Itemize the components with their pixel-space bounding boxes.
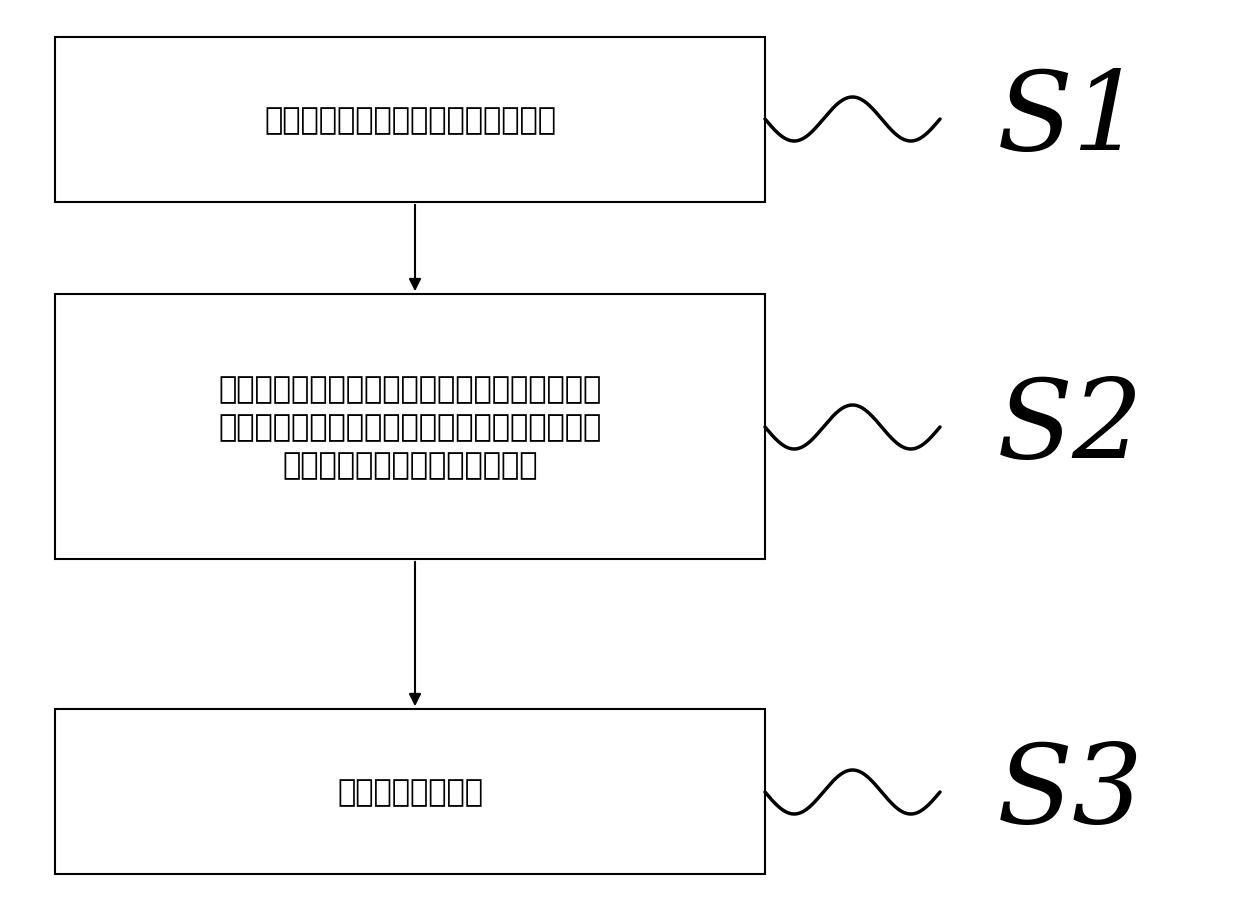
Bar — [55, 38, 765, 203]
Bar — [55, 710, 765, 874]
Bar — [55, 294, 765, 559]
Text: 执行所述除霜命令: 执行所述除霜命令 — [337, 777, 484, 806]
Text: 获取实测环境温度和实测换热管温度: 获取实测环境温度和实测换热管温度 — [264, 106, 556, 135]
Text: 否同时符合任一个启动组的参数条件，若是，则: 否同时符合任一个启动组的参数条件，若是，则 — [218, 413, 601, 442]
Text: S1: S1 — [997, 67, 1143, 174]
Text: S3: S3 — [997, 739, 1143, 845]
Text: S2: S2 — [997, 374, 1143, 481]
Text: 判断所述实测环境温度和所述实测换热管温度是: 判断所述实测环境温度和所述实测换热管温度是 — [218, 374, 601, 404]
Text: 生成与该启动组对应的除霜命令: 生成与该启动组对应的除霜命令 — [283, 451, 538, 479]
